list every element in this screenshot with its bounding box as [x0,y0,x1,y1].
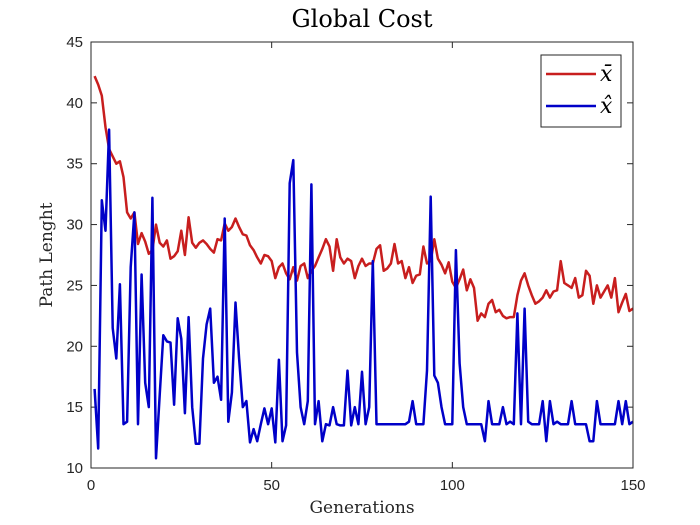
plot-frame [90,41,634,469]
y-tick-label: 35 [66,156,83,173]
series-line-x-hat [93,128,634,460]
y-tick-label: 20 [66,338,83,355]
legend-label-x-bar: x̄ [600,62,613,87]
x-tick-label: 50 [263,477,280,494]
series-line-x-bar [93,75,634,322]
y-tick-label: 10 [66,460,83,477]
x-tick-label: 0 [87,477,95,494]
x-tick-label: 150 [620,477,645,494]
legend-box [540,54,622,128]
x-axis-title: Generations [309,498,414,518]
y-tick-label: 40 [66,95,83,112]
y-tick-label: 30 [66,217,83,234]
y-axis-ticks: 10 15 20 25 30 35 40 45 [66,34,633,477]
y-tick-label: 45 [66,34,83,51]
x-tick-label: 100 [440,477,465,494]
chart-title: Global Cost [291,5,432,33]
y-tick-label: 25 [66,277,83,294]
series-layer [93,75,634,460]
legend: x̄ x̂ [540,54,622,128]
y-axis-title: Path Lenght [37,202,57,307]
y-tick-label: 15 [66,399,83,416]
x-axis-ticks: 0 50 100 150 [87,42,646,494]
legend-label-x-hat: x̂ [600,94,613,119]
